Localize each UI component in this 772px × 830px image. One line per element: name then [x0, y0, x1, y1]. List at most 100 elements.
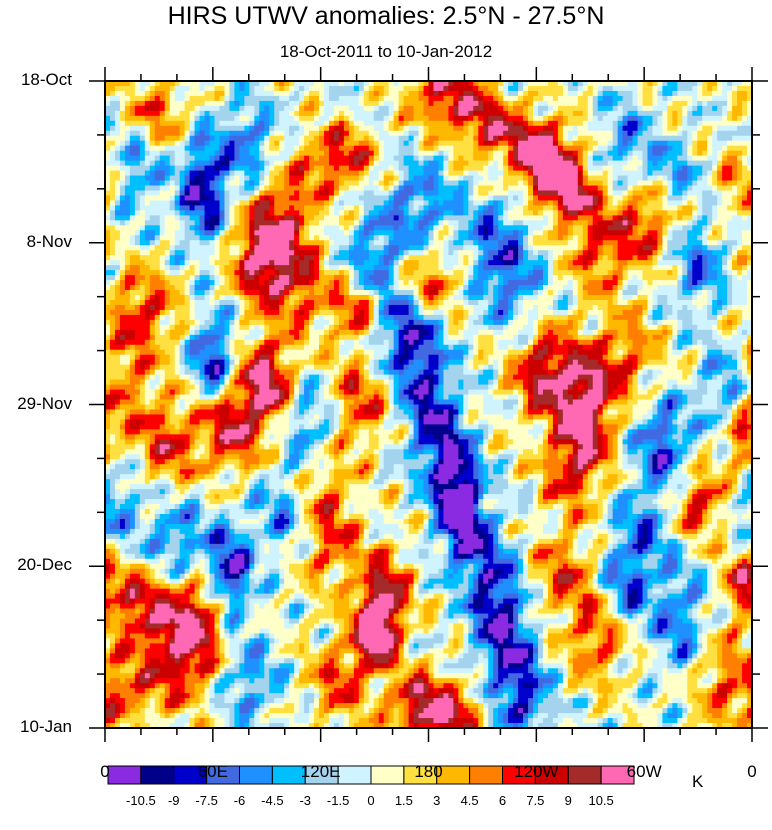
field-cell	[652, 110, 659, 117]
field-cell	[572, 125, 579, 132]
field-cell	[612, 135, 619, 142]
field-cell	[667, 85, 673, 92]
field-cell	[393, 125, 400, 132]
field-cell	[587, 215, 594, 221]
field-cell	[403, 185, 410, 192]
field-cell	[119, 230, 126, 236]
field-cell	[513, 155, 519, 162]
field-cell	[567, 105, 574, 112]
field-cell	[473, 205, 479, 211]
field-cell	[597, 205, 604, 211]
field-cell	[164, 105, 171, 112]
field-cell	[737, 81, 743, 87]
field-cell	[105, 170, 111, 177]
field-cell	[134, 220, 141, 226]
field-cell	[547, 140, 554, 147]
field-cell	[194, 155, 201, 162]
field-cell	[294, 170, 300, 177]
field-cell	[383, 200, 390, 207]
field-cell	[672, 150, 678, 157]
field-cell	[717, 265, 723, 271]
field-cell	[722, 225, 728, 231]
field-cell	[508, 130, 514, 137]
field-cell	[423, 100, 430, 107]
field-cell	[328, 115, 335, 122]
field-cell	[742, 160, 748, 167]
field-cell	[687, 195, 693, 202]
field-cell	[428, 185, 435, 192]
field-cell	[398, 245, 405, 251]
field-cell	[289, 115, 295, 122]
field-cell	[184, 100, 191, 107]
field-cell	[642, 185, 649, 192]
field-cell	[105, 95, 111, 102]
field-cell	[413, 110, 420, 117]
field-cell	[373, 135, 380, 142]
field-cell	[692, 250, 698, 256]
field-cell	[542, 220, 549, 226]
field-cell	[697, 220, 703, 226]
field-cell	[114, 150, 121, 157]
field-cell	[682, 81, 688, 87]
field-cell	[607, 115, 614, 122]
field-cell	[373, 105, 380, 112]
field-cell	[737, 255, 743, 261]
field-cell	[398, 85, 405, 92]
field-cell	[557, 120, 564, 127]
field-cell	[338, 100, 345, 107]
field-cell	[219, 105, 226, 112]
field-cell	[224, 81, 231, 87]
field-cell	[732, 115, 738, 122]
field-cell	[209, 205, 216, 211]
field-cell	[164, 255, 171, 261]
field-cell	[737, 210, 743, 216]
field-cell	[473, 250, 479, 256]
field-cell	[393, 170, 400, 177]
field-cell	[513, 85, 519, 92]
field-cell	[572, 240, 579, 246]
field-cell	[577, 150, 584, 157]
field-cell	[114, 155, 121, 162]
field-cell	[652, 115, 659, 122]
field-cell	[343, 90, 350, 97]
field-cell	[747, 195, 753, 202]
field-cell	[214, 200, 221, 207]
field-cell	[652, 125, 659, 132]
field-cell	[463, 255, 469, 261]
field-cell	[259, 215, 265, 221]
field-cell	[383, 245, 390, 251]
field-cell	[533, 225, 539, 231]
field-cell	[139, 190, 146, 197]
field-cell	[249, 95, 255, 102]
field-cell	[105, 260, 111, 266]
field-cell	[363, 100, 370, 107]
field-cell	[632, 250, 639, 256]
field-cell	[234, 245, 240, 251]
field-cell	[557, 245, 564, 251]
field-cell	[254, 245, 260, 251]
field-cell	[647, 85, 654, 92]
field-cell	[274, 225, 280, 231]
field-cell	[483, 185, 489, 192]
field-cell	[747, 235, 753, 241]
field-cell	[348, 145, 355, 152]
field-cell	[179, 165, 186, 172]
field-cell	[149, 265, 156, 271]
field-cell	[687, 81, 693, 87]
field-cell	[249, 185, 255, 192]
field-cell	[124, 225, 131, 231]
field-cell	[742, 250, 748, 256]
field-cell	[398, 210, 405, 216]
field-cell	[264, 120, 270, 127]
field-cell	[284, 155, 290, 162]
field-cell	[592, 110, 599, 117]
field-cell	[169, 270, 176, 276]
field-cell	[542, 100, 549, 107]
field-cell	[333, 220, 340, 226]
field-cell	[547, 255, 554, 261]
field-cell	[199, 145, 206, 152]
field-cell	[647, 185, 654, 192]
field-cell	[463, 95, 469, 102]
field-cell	[174, 120, 181, 127]
field-cell	[737, 240, 743, 246]
